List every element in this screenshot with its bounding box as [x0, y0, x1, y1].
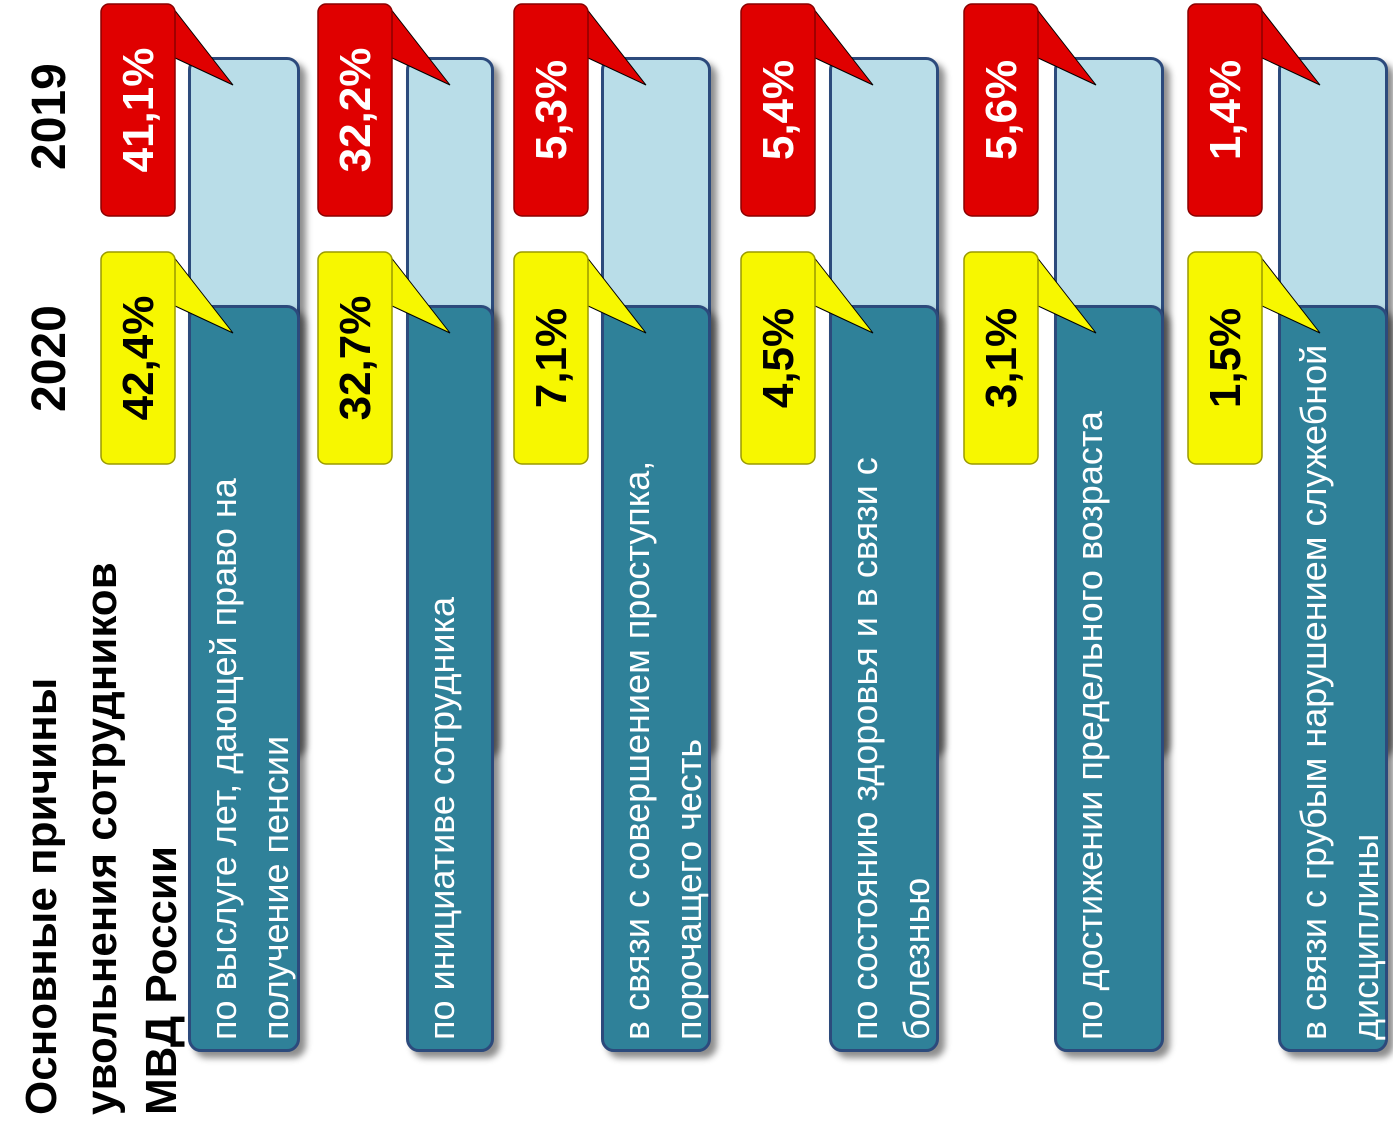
badge-box: [100, 251, 176, 465]
badge-box: [740, 3, 816, 217]
badge-box: [317, 3, 393, 217]
year-2020-label: 2020: [23, 305, 76, 412]
badge-pointer: [585, 6, 647, 86]
badge-2019-6: [1187, 3, 1321, 217]
value-2019-6: 1,4%: [1201, 59, 1250, 161]
value-2020-6: 1,5%: [1201, 307, 1250, 409]
badge-pointer: [389, 6, 451, 86]
value-2019-5: 5,6%: [977, 59, 1026, 161]
badge-pointer: [1259, 6, 1321, 86]
badge-pointer: [585, 254, 647, 334]
badge-2020-6: [1187, 251, 1321, 465]
badge-2019-1: [100, 3, 234, 217]
badge-box: [963, 251, 1039, 465]
badge-2020-4: [740, 251, 874, 465]
year-2019-label: 2019: [23, 63, 76, 170]
value-2019-4: 5,4%: [754, 59, 803, 161]
badge-pointer: [172, 6, 234, 86]
badge-box: [513, 3, 589, 217]
badge-pointer: [1259, 254, 1321, 334]
badge-pointer: [812, 254, 874, 334]
badge-pointer: [1035, 254, 1097, 334]
value-2020-1: 42,4%: [114, 295, 163, 421]
badge-2020-1: [100, 251, 234, 465]
badge-2019-2: [317, 3, 451, 217]
bar-2020-2: [406, 305, 494, 1052]
badge-2020-5: [963, 251, 1097, 465]
badge-2019-3: [513, 3, 647, 217]
badge-box: [100, 3, 176, 217]
badge-pointer: [812, 6, 874, 86]
badge-2020-3: [513, 251, 647, 465]
value-2019-1: 41,1%: [114, 47, 163, 173]
badge-2020-2: [317, 251, 451, 465]
value-2019-3: 5,3%: [527, 59, 576, 161]
badge-pointer: [172, 254, 234, 334]
bar-2020-3: [601, 305, 711, 1052]
badge-box: [740, 251, 816, 465]
badge-pointer: [389, 254, 451, 334]
badge-box: [963, 3, 1039, 217]
value-2019-2: 32,2%: [331, 47, 380, 173]
value-2020-5: 3,1%: [977, 307, 1026, 409]
badge-box: [1187, 3, 1263, 217]
badge-box: [1187, 251, 1263, 465]
chart-title: Основные причины увольнения сотрудников …: [17, 562, 186, 1115]
badge-2019-4: [740, 3, 874, 217]
badge-pointer: [1035, 6, 1097, 86]
bar-2020-4: [829, 305, 939, 1052]
value-2020-2: 32,7%: [331, 295, 380, 421]
bar-2020-5: [1054, 305, 1164, 1052]
bar-2020-6: [1278, 305, 1388, 1052]
badge-box: [513, 251, 589, 465]
value-2020-4: 4,5%: [754, 307, 803, 409]
badge-box: [317, 251, 393, 465]
badge-2019-5: [963, 3, 1097, 217]
bar-2020-1: [188, 305, 300, 1052]
value-2020-3: 7,1%: [527, 307, 576, 409]
